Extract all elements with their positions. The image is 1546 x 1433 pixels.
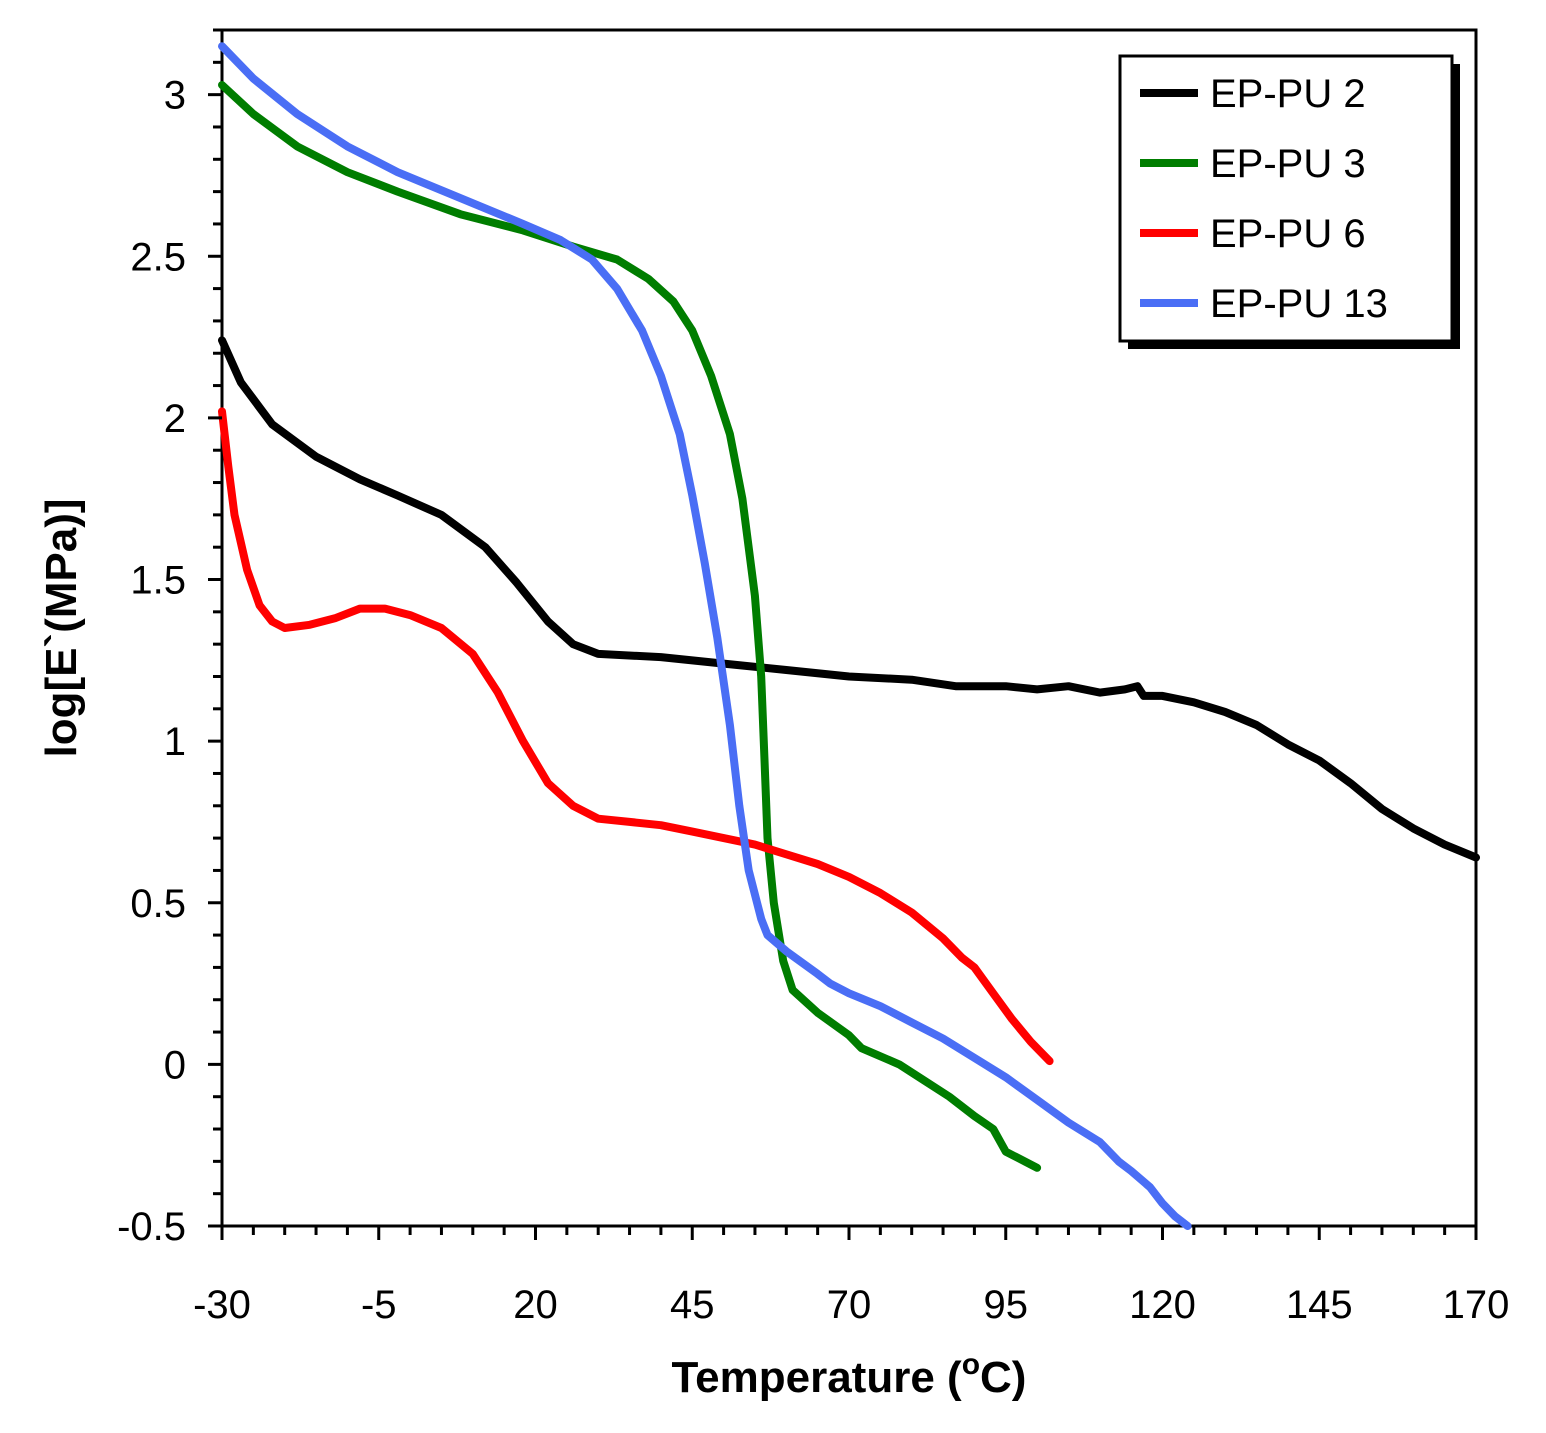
y-tick-label: 3: [164, 74, 186, 118]
x-axis: -30 -5 20 45 70 95 120 145 170: [193, 1226, 1509, 1327]
x-tick-label: 145: [1286, 1283, 1353, 1327]
y-tick-label: -0.5: [117, 1205, 186, 1249]
x-tick-label: -5: [361, 1283, 397, 1327]
y-tick-label: 1.5: [130, 559, 186, 603]
y-axis-title: log[E`(MPa)]: [37, 498, 86, 757]
legend-label: EP-PU 13: [1210, 282, 1388, 326]
y-tick-label: 0: [164, 1043, 186, 1087]
x-tick-label: 170: [1443, 1283, 1510, 1327]
y-tick-label: 0.5: [130, 882, 186, 926]
legend-label: EP-PU 6: [1210, 212, 1366, 256]
x-tick-label: 45: [670, 1283, 715, 1327]
legend: EP-PU 2 EP-PU 3 EP-PU 6 EP-PU 13: [1118, 54, 1460, 349]
x-tick-label: 20: [513, 1283, 558, 1327]
series-line-ep-pu-2: [218, 336, 1480, 862]
legend-label: EP-PU 2: [1210, 72, 1366, 116]
legend-items: EP-PU 2 EP-PU 3 EP-PU 6 EP-PU 13: [1140, 72, 1388, 326]
series-line-ep-pu-13: [218, 42, 1192, 1230]
legend-box: [1118, 54, 1454, 343]
series-layer: [218, 42, 1480, 1230]
y-tick-label: 2.5: [130, 235, 186, 279]
series-line-ep-pu-6: [218, 407, 1054, 1066]
x-axis-title-main: Temperature (: [672, 1353, 962, 1402]
y-axis: -0.5 0 0.5 1 1.5 2 2.5 3: [117, 28, 222, 1249]
y-tick-label: 1: [164, 720, 186, 764]
x-axis-title-degree: o: [962, 1348, 980, 1381]
x-tick-label: 70: [827, 1283, 872, 1327]
x-axis-title: Temperature (oC): [672, 1348, 1027, 1402]
x-tick-label: -30: [193, 1283, 251, 1327]
series-line-ep-pu-3: [218, 81, 1042, 1172]
x-axis-title-unit: C): [980, 1353, 1026, 1402]
legend-label: EP-PU 3: [1210, 142, 1366, 186]
x-tick-label: 120: [1129, 1283, 1196, 1327]
y-tick-label: 2: [164, 397, 186, 441]
x-tick-label: 95: [984, 1283, 1029, 1327]
